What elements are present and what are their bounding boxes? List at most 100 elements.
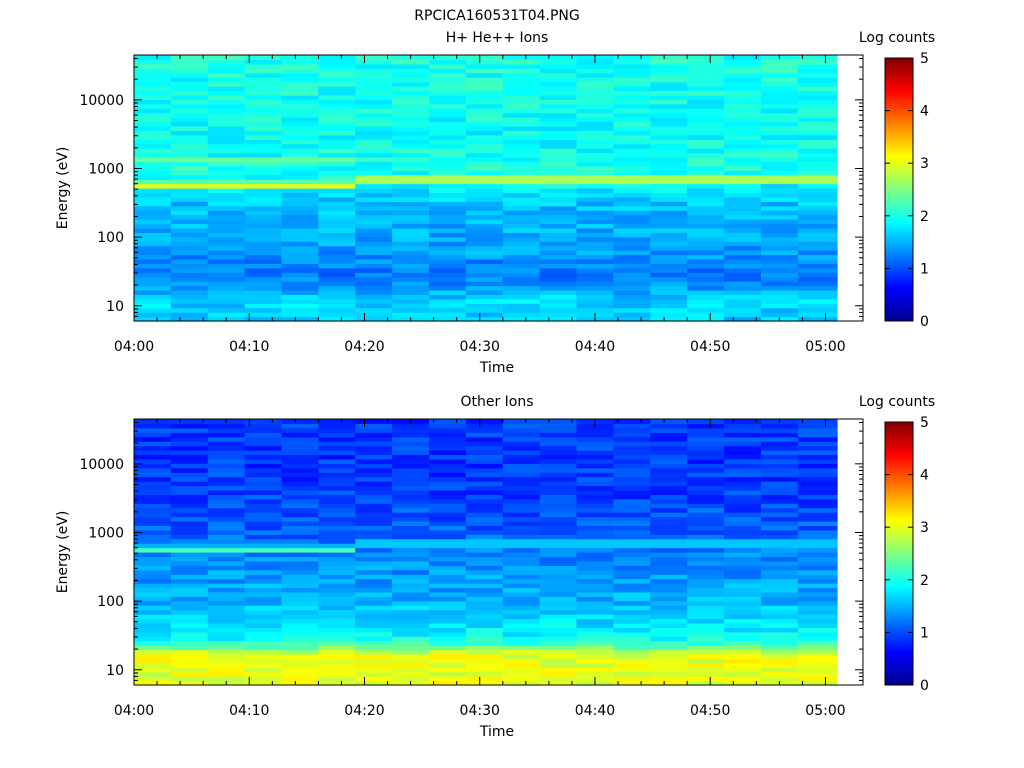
heatmap-cell (502, 512, 541, 518)
heatmap-cell (502, 258, 541, 264)
heatmap-cell (134, 205, 172, 211)
heatmap-cell (797, 525, 838, 531)
heatmap-cell (539, 170, 578, 176)
heatmap-cell (134, 59, 172, 65)
heatmap-cell (207, 591, 246, 597)
heatmap-cell (355, 680, 393, 686)
heatmap-cell (318, 125, 356, 131)
heatmap-cell (613, 196, 651, 202)
heatmap-cell (465, 298, 504, 304)
heatmap-cell (687, 600, 725, 606)
heatmap-cell (281, 631, 319, 637)
heatmap-cell (170, 472, 209, 478)
heatmap-cell (429, 276, 467, 282)
heatmap-cell (760, 445, 799, 451)
heatmap-cell (392, 303, 430, 309)
heatmap-cell (613, 214, 651, 220)
heatmap-cell (465, 125, 504, 131)
heatmap-cell (207, 423, 246, 429)
heatmap-cell (207, 467, 246, 473)
heatmap-cell (539, 662, 578, 668)
heatmap-cell (650, 94, 688, 100)
heatmap-cell (724, 99, 762, 105)
heatmap-cell (170, 596, 209, 602)
heatmap-cell (724, 192, 762, 198)
heatmap-cell (687, 645, 725, 651)
heatmap-cell (650, 298, 688, 304)
heatmap-cell (207, 250, 246, 256)
heatmap-cell (650, 481, 688, 487)
heatmap-cell (318, 281, 356, 287)
heatmap-cell (244, 503, 283, 509)
heatmap-cell (355, 125, 393, 131)
heatmap-cell (465, 534, 504, 540)
heatmap-cell (244, 436, 283, 442)
heatmap-cell (687, 192, 725, 198)
heatmap-cell (760, 472, 799, 478)
heatmap-cell (724, 285, 762, 291)
heatmap-cell (613, 227, 651, 233)
heatmap-cell (170, 263, 209, 269)
heatmap-cell (429, 112, 467, 118)
heatmap-cell (281, 676, 319, 682)
heatmap-cell (650, 307, 688, 313)
heatmap-cell (134, 183, 172, 189)
heatmap-cell (355, 640, 393, 646)
heatmap-cell (392, 489, 430, 495)
heatmap-cell (613, 676, 651, 682)
heatmap-cell (539, 312, 578, 318)
heatmap-cell (613, 649, 651, 655)
heatmap-cell (502, 219, 541, 225)
heatmap-cell (613, 174, 651, 180)
heatmap-cell (392, 156, 430, 162)
heatmap-cell (760, 498, 799, 504)
heatmap-cell (502, 520, 541, 526)
heatmap-cell (576, 68, 615, 74)
heatmap-cell (797, 498, 838, 504)
heatmap-cell (650, 112, 688, 118)
heatmap-cell (724, 258, 762, 264)
heatmap-cell (797, 547, 838, 553)
heatmap-cell (355, 312, 393, 318)
heatmap-cell (318, 165, 356, 171)
heatmap-cell (465, 285, 504, 291)
colorbar (884, 57, 914, 322)
heatmap-cell (429, 210, 467, 216)
heatmap-cell (281, 276, 319, 282)
heatmap-cell (539, 72, 578, 78)
heatmap-cell (465, 560, 504, 566)
heatmap-cell (797, 419, 838, 425)
heatmap-cell (355, 165, 393, 171)
heatmap-cell (318, 170, 356, 176)
heatmap-cell (687, 507, 725, 513)
heatmap-cell (134, 214, 172, 220)
heatmap-cell (650, 210, 688, 216)
heatmap-cell (355, 676, 393, 682)
heatmap-cell (355, 481, 393, 487)
heatmap-cell (797, 258, 838, 264)
heatmap-cell (650, 294, 688, 300)
heatmap-cell (429, 578, 467, 584)
heatmap-cell (687, 134, 725, 140)
heatmap-cell (465, 139, 504, 145)
heatmap-cell (502, 649, 541, 655)
heatmap-cell (134, 450, 172, 456)
colorbar-tick-label: 5 (920, 415, 929, 431)
heatmap-cell (687, 250, 725, 256)
heatmap-cell (539, 63, 578, 69)
heatmap-cell (392, 134, 430, 140)
heatmap-cell (207, 485, 246, 491)
heatmap-cell (502, 90, 541, 96)
heatmap-cell (392, 423, 430, 429)
heatmap-cell (355, 214, 393, 220)
heatmap-cell (134, 627, 172, 633)
heatmap-cell (207, 81, 246, 87)
heatmap-cell (244, 529, 283, 535)
heatmap-cell (576, 498, 615, 504)
heatmap-cell (244, 525, 283, 531)
heatmap-cell (465, 192, 504, 198)
heatmap-cell (244, 272, 283, 278)
heatmap-cell (797, 267, 838, 273)
heatmap-cell (207, 587, 246, 593)
